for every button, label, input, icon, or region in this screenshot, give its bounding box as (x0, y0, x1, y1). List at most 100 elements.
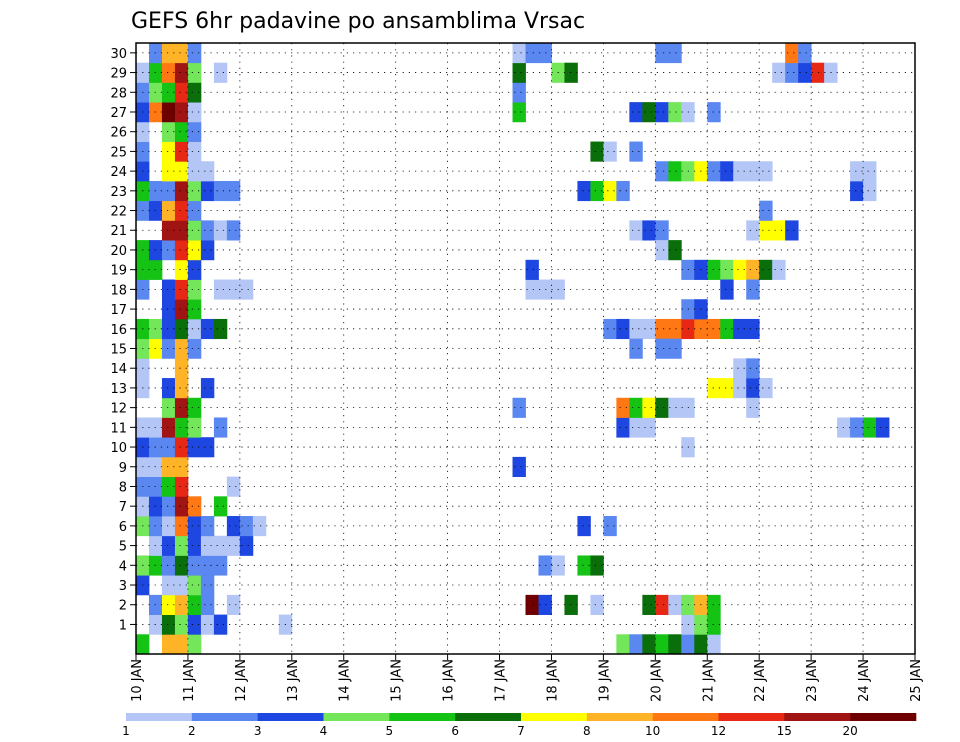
colorbar-label: 8 (583, 724, 591, 738)
heatmap-cell (161, 318, 176, 340)
heatmap-cell (603, 180, 617, 202)
heatmap-cell (213, 535, 228, 556)
heatmap-cell (213, 417, 228, 438)
heatmap-cell (655, 240, 669, 261)
heatmap-cell (733, 378, 747, 399)
y-tick-label: 20 (110, 244, 127, 259)
heatmap-cell (642, 417, 656, 438)
heatmap-cell (200, 594, 215, 615)
heatmap-cell (161, 516, 176, 537)
heatmap-cell (746, 279, 760, 300)
heatmap-cell (512, 82, 526, 103)
heatmap-cell (161, 121, 176, 142)
colorbar-label: 5 (385, 724, 393, 738)
y-tick-label: 11 (110, 421, 127, 436)
heatmap-cell (863, 180, 877, 202)
heatmap-cell (161, 180, 176, 202)
x-tick-label: 23 JAN (805, 659, 820, 702)
colorbar-label: 1 (122, 724, 130, 738)
y-tick-label: 4 (119, 559, 127, 574)
heatmap-cell (759, 220, 773, 241)
heatmap-cell (707, 378, 721, 399)
heatmap-cell (850, 180, 864, 202)
heatmap-cell (720, 259, 734, 280)
heatmap-cell (200, 535, 215, 556)
heatmap-cell (616, 634, 630, 655)
heatmap-cell (512, 397, 526, 418)
heatmap-cell (213, 318, 228, 340)
y-tick-label: 14 (110, 362, 127, 377)
heatmap-cell (161, 240, 176, 261)
heatmap-cell (525, 279, 539, 300)
heatmap-cell (187, 397, 202, 418)
x-tick-label: 19 JAN (597, 659, 612, 702)
heatmap-cell (161, 594, 176, 615)
heatmap-cell (174, 200, 189, 221)
heatmap-cell (642, 397, 656, 418)
heatmap-cell (213, 220, 228, 241)
heatmap-cell (174, 575, 189, 596)
heatmap-cell (136, 634, 150, 655)
heatmap-cell (161, 456, 176, 478)
heatmap-cell (187, 594, 202, 615)
colorbar-segment (652, 713, 719, 721)
y-tick-label: 28 (110, 86, 127, 101)
colorbar-label: 12 (711, 724, 726, 738)
heatmap-cell (772, 259, 786, 280)
heatmap-cell (668, 397, 682, 418)
heatmap-cell (213, 555, 228, 576)
heatmap-cell (668, 43, 682, 64)
heatmap-cell (174, 555, 189, 576)
x-tick-label: 18 JAN (546, 659, 561, 702)
heatmap-cell (174, 62, 189, 83)
heatmap-cell (213, 62, 228, 83)
heatmap-cell (512, 43, 526, 64)
y-tick-label: 27 (110, 106, 127, 121)
chart-title: GEFS 6hr padavine po ansamblima Vrsac (131, 9, 585, 34)
heatmap-cell (512, 456, 526, 478)
heatmap-cell (161, 634, 176, 655)
heatmap-cell (187, 102, 202, 123)
heatmap-cell (239, 516, 254, 537)
heatmap-cell (174, 82, 189, 103)
heatmap-cell (200, 220, 215, 241)
heatmap-cell (616, 180, 630, 202)
heatmap-cell (538, 555, 552, 576)
heatmap-cell (616, 318, 630, 340)
heatmap-cell (174, 180, 189, 202)
heatmap-cell (629, 102, 643, 123)
heatmap-cell (213, 614, 228, 635)
y-tick-label: 7 (119, 500, 127, 515)
heatmap-cell (200, 240, 215, 261)
heatmap-cell (785, 43, 799, 64)
heatmap-cell (161, 220, 176, 241)
heatmap-cell (746, 397, 760, 418)
heatmap-cell (655, 634, 669, 655)
heatmap-cell (668, 318, 682, 340)
heatmap-cell (733, 318, 747, 340)
heatmap-cell (642, 102, 656, 123)
heatmap-cell (174, 338, 189, 359)
heatmap-cell (161, 437, 176, 458)
heatmap-cell (187, 200, 202, 221)
heatmap-cell (187, 279, 202, 300)
heatmap-cell (161, 141, 176, 162)
colorbar-label: 6 (451, 724, 459, 738)
heatmap-cell (187, 180, 202, 202)
heatmap-cell (174, 220, 189, 241)
heatmap-cell (772, 220, 786, 241)
heatmap-cell (200, 378, 215, 399)
heatmap-cell (213, 496, 228, 517)
x-tick-label: 13 JAN (286, 659, 301, 702)
heatmap-cell (707, 161, 721, 182)
x-tick-label: 21 JAN (701, 659, 716, 702)
heatmap-cell (577, 180, 591, 202)
x-tick-label: 16 JAN (442, 659, 457, 702)
heatmap-cell (525, 594, 539, 615)
x-tick-label: 10 JAN (130, 659, 145, 702)
y-tick-label: 18 (110, 283, 127, 298)
heatmap-cell (590, 594, 604, 615)
y-tick-label: 29 (110, 67, 127, 82)
heatmap-cell (746, 220, 760, 241)
heatmap-cell (161, 575, 176, 596)
